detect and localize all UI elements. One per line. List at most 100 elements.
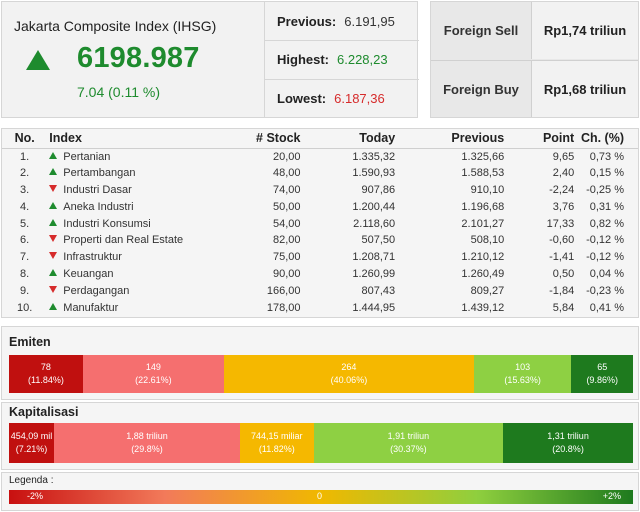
row-stock-count: 54,00 [272, 217, 301, 230]
row-today: 807,43 [361, 284, 396, 297]
row-stock-count: 75,00 [272, 251, 301, 264]
row-no: 4. [20, 200, 30, 213]
row-today: 1.200,44 [352, 200, 396, 213]
row-previous: 809,27 [470, 284, 505, 297]
index-name: Jakarta Composite Index (IHSG) [14, 18, 217, 34]
emiten-segment-value: 65 [597, 362, 608, 372]
row-point: 5,84 [552, 301, 575, 314]
row-no: 2. [20, 167, 30, 180]
row-no: 3. [20, 183, 30, 196]
row-index-name: Properti dan Real Estate [47, 232, 238, 249]
row-point: 2,40 [552, 167, 575, 180]
row-today: 1.444,95 [352, 301, 396, 314]
kapitalisasi-segment-value: 744,15 miliar [251, 431, 303, 441]
previous-label: Previous: [277, 13, 337, 29]
row-change-pct: -0,25 % [586, 183, 624, 196]
kapitalisasi-segment: 1,31 triliun (20.8%) [503, 423, 633, 463]
row-no: 1. [20, 150, 30, 163]
highest-value: 6.228,23 [337, 52, 388, 67]
row-previous: 1.196,68 [461, 200, 505, 213]
row-index-label: Manufaktur [63, 301, 119, 314]
table-row: 3. Industri Dasar 74,00 907,86 910,10 -2,24 -0… [2, 182, 638, 199]
kapitalisasi-bar: 454,09 mil (7.21%) 1,88 triliun (29.8%) 744,… [9, 423, 633, 463]
emiten-segment-percent: (11.84%) [28, 375, 64, 385]
emiten-segment: 149 (22.61%) [82, 355, 224, 393]
row-index-label: Industri Dasar [63, 183, 132, 196]
row-previous: 1.439,12 [461, 301, 505, 314]
row-stock-count: 20,00 [272, 150, 301, 163]
row-change-pct: 0,41 % [589, 301, 624, 314]
foreign-trade-panel: Foreign Sell Rp1,74 triliun Foreign Buy … [430, 1, 639, 118]
highest-label: Highest: [277, 52, 329, 67]
row-today: 1.335,32 [352, 150, 396, 163]
triangle-up-icon [49, 302, 58, 310]
row-previous: 508,10 [470, 234, 505, 247]
row-change-pct: -0,12 % [586, 234, 624, 247]
kapitalisasi-segment-value: 1,91 triliun [387, 431, 430, 441]
foreign-sell-label: Foreign Sell [443, 23, 519, 38]
header-today: Today [302, 129, 398, 149]
table-row: 2. Pertambangan 48,00 1.590,93 1.588,53 2,40 0… [2, 165, 638, 182]
table-row: 7. Infrastruktur 75,00 1.208,71 1.210,12 -1,4… [2, 249, 638, 266]
row-today: 1.208,71 [352, 251, 396, 264]
row-today: 2.118,60 [353, 217, 396, 230]
emiten-segment-value: 78 [40, 362, 51, 372]
triangle-up-icon [49, 218, 58, 226]
index-value-block: Jakarta Composite Index (IHSG) 6198.987 … [2, 2, 264, 117]
previous-row: Previous: 6.191,95 [265, 2, 419, 40]
emiten-segment-percent: (22.61%) [135, 375, 172, 385]
row-stock-count: 90,00 [272, 267, 301, 280]
index-change: 7.04 (0.11 %) [77, 84, 161, 100]
kapitalisasi-segment-value: 454,09 mil [10, 431, 53, 441]
kapitalisasi-panel: Kapitalisasi 454,09 mil (7.21%) 1,88 trili… [1, 402, 639, 470]
row-previous: 1.260,49 [461, 267, 505, 280]
kapitalisasi-segment: 1,88 triliun (29.8%) [53, 423, 240, 463]
emiten-segment-value: 103 [515, 362, 531, 372]
row-index-name: Infrastruktur [47, 249, 238, 266]
row-index-name: Keuangan [47, 266, 238, 283]
kapitalisasi-segment-percent: (29.8%) [131, 444, 163, 454]
row-index-label: Keuangan [63, 267, 114, 280]
emiten-segment: 65 (9.86%) [571, 355, 633, 393]
row-previous: 1.210,12 [461, 251, 505, 264]
emiten-panel: Emiten 78 (11.84%) 149 (22.61%) 264 (40.06%) 1… [1, 326, 639, 400]
emiten-segment-value: 264 [341, 362, 357, 372]
emiten-segment: 103 (15.63%) [473, 355, 572, 393]
row-index-name: Industri Konsumsi [47, 215, 238, 232]
row-index-name: Pertanian [47, 148, 238, 165]
row-change-pct: 0,04 % [589, 267, 624, 280]
row-stock-count: 74,00 [272, 183, 301, 196]
row-point: -2,24 [549, 183, 575, 196]
row-stock-count: 82,00 [272, 234, 301, 247]
legend-min-label: -2% [27, 491, 44, 501]
row-point: -1,84 [549, 284, 575, 297]
row-stock-count: 166,00 [266, 284, 301, 297]
row-today: 907,86 [361, 183, 396, 196]
table-row: 4. Aneka Industri 50,00 1.200,44 1.196,68 3,7… [2, 198, 638, 215]
highest-row: Highest: 6.228,23 [265, 40, 419, 78]
triangle-down-icon [49, 184, 58, 192]
row-change-pct: 0,73 % [589, 150, 624, 163]
index-summary-panel: Jakarta Composite Index (IHSG) 6198.987 … [1, 1, 419, 118]
kapitalisasi-segment: 1,91 triliun (30.37%) [313, 423, 504, 463]
table-row: 9. Perdagangan 166,00 807,43 809,27 -1,84 -0,2… [2, 282, 638, 299]
kapitalisasi-segment-percent: (7.21%) [15, 444, 48, 454]
kapitalisasi-segment-percent: (20.8%) [552, 444, 584, 454]
emiten-bar: 78 (11.84%) 149 (22.61%) 264 (40.06%) 103 (15.6… [9, 355, 633, 393]
row-stock-count: 178,00 [266, 301, 301, 314]
kapitalisasi-segment-value: 1,88 triliun [126, 431, 168, 441]
arrow-up-icon [26, 50, 50, 70]
emiten-segment-percent: (9.86%) [586, 375, 618, 385]
legend-gradient-bar: -2% 0 +2% [9, 490, 633, 504]
legend-title: Legenda : [9, 475, 54, 486]
foreign-buy-value: Rp1,68 triliun [531, 61, 638, 117]
row-today: 1.260,99 [352, 267, 396, 280]
row-index-name: Aneka Industri [47, 198, 238, 215]
triangle-down-icon [49, 252, 58, 260]
row-previous: 1.325,66 [461, 150, 505, 163]
lowest-label: Lowest: [277, 91, 327, 106]
row-index-name: Perdagangan [47, 282, 238, 299]
foreign-sell-row: Foreign Sell Rp1,74 triliun [431, 2, 638, 59]
triangle-up-icon [49, 151, 58, 159]
triangle-down-icon [49, 285, 58, 293]
